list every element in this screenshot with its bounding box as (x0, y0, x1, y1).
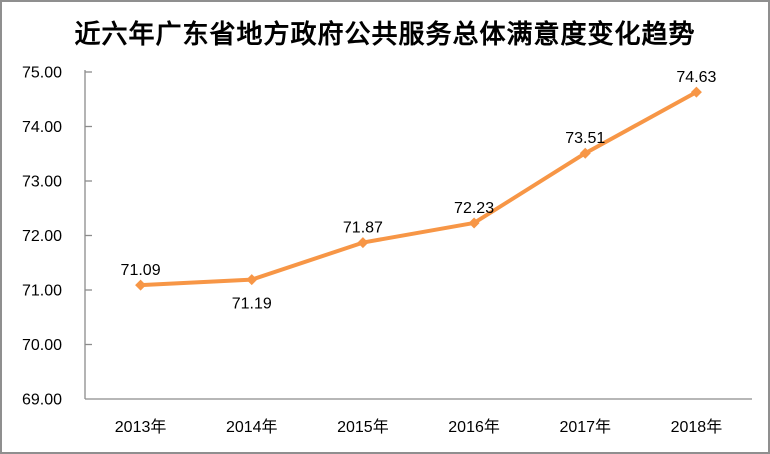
data-label: 71.87 (343, 220, 383, 237)
data-point-marker (357, 237, 369, 249)
data-point-marker (690, 86, 702, 98)
x-axis-label: 2018年 (671, 418, 723, 436)
y-axis-label: 70.00 (22, 337, 62, 354)
series-line (138, 90, 699, 288)
y-axis-label: 74.00 (22, 119, 62, 136)
x-axis-label: 2013年 (115, 418, 167, 436)
chart-title: 近六年广东省地方政府公共服务总体满意度变化趋势 (74, 20, 696, 49)
data-point-marker (468, 217, 480, 229)
y-axis-label: 75.00 (22, 65, 62, 82)
y-axis-label: 72.00 (22, 228, 62, 245)
data-point-marker (246, 274, 258, 286)
data-point-marker (579, 147, 591, 159)
y-axis-label: 73.00 (22, 174, 62, 191)
data-label: 72.23 (454, 200, 494, 217)
x-axis-label: 2016年 (448, 418, 500, 436)
y-axis-label: 69.00 (22, 392, 62, 409)
x-axis-label: 2015年 (337, 418, 389, 436)
y-axis-label: 71.00 (22, 283, 62, 300)
data-label: 73.51 (565, 130, 605, 147)
data-label: 74.63 (676, 69, 716, 86)
data-label: 71.19 (232, 296, 272, 313)
x-axis-label: 2014年 (226, 418, 278, 436)
data-label: 71.09 (121, 262, 161, 279)
data-point-marker (135, 279, 147, 291)
x-axis-label: 2017年 (559, 418, 611, 436)
